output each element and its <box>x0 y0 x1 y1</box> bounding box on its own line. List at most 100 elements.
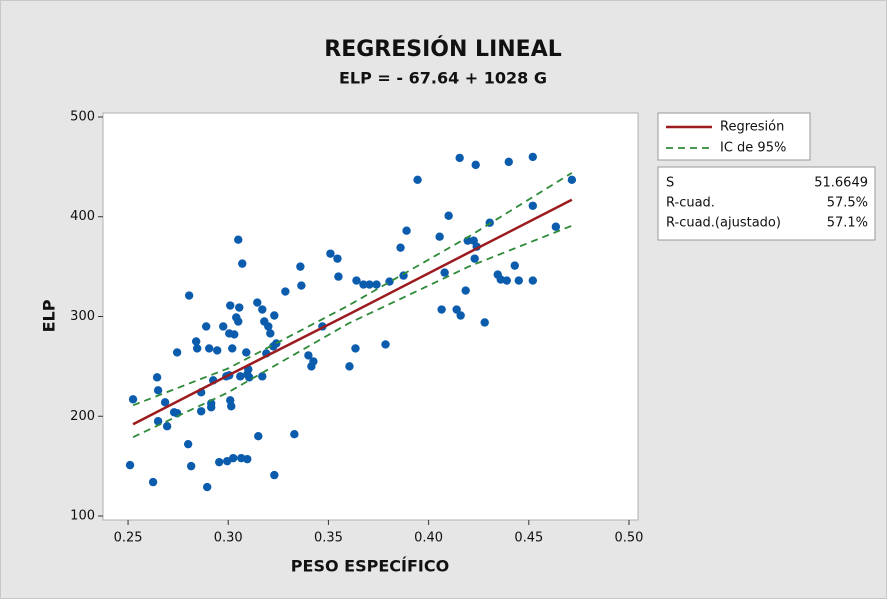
point <box>201 322 211 331</box>
stat-value: 51.6649 <box>814 176 868 191</box>
point <box>264 322 273 331</box>
point <box>183 439 193 449</box>
point <box>230 330 239 339</box>
point <box>245 373 254 382</box>
point <box>452 305 461 314</box>
point <box>402 226 411 235</box>
point <box>352 276 361 285</box>
point <box>153 417 163 426</box>
legend <box>657 112 811 161</box>
point <box>186 461 196 471</box>
point <box>238 259 247 268</box>
point <box>455 153 464 163</box>
stats-table <box>657 166 876 241</box>
point <box>226 301 235 310</box>
point <box>236 372 245 381</box>
point <box>440 268 449 277</box>
x-tick-label: 0.45 <box>514 531 543 546</box>
stat-label: R-cuad.(ajustado) <box>666 216 781 231</box>
point <box>396 243 405 252</box>
point <box>204 344 214 353</box>
chart-title: REGRESIÓN LINEAL <box>324 36 562 62</box>
point <box>213 346 222 355</box>
point <box>551 222 561 231</box>
point <box>345 362 354 371</box>
point <box>456 311 465 320</box>
point <box>270 470 279 480</box>
point <box>125 460 135 470</box>
stat-value: 57.5% <box>827 196 868 211</box>
point <box>470 254 479 263</box>
point <box>304 351 313 360</box>
point <box>228 344 237 353</box>
point <box>359 280 368 289</box>
point <box>254 432 263 441</box>
point <box>510 261 519 270</box>
point <box>326 249 335 258</box>
point <box>242 348 251 357</box>
chart-subtitle: ELP = - 67.64 + 1028 G <box>339 69 547 88</box>
point <box>365 280 374 289</box>
point <box>227 402 236 411</box>
y-tick-label: 200 <box>70 409 95 424</box>
point <box>281 287 290 296</box>
point <box>234 317 243 326</box>
point <box>266 329 275 338</box>
plot-area <box>102 112 639 521</box>
point <box>480 318 489 327</box>
x-axis-label: PESO ESPECÍFICO <box>291 557 449 576</box>
point <box>152 373 162 382</box>
point <box>502 276 511 285</box>
point <box>437 305 446 314</box>
point <box>219 322 228 331</box>
point <box>372 280 381 289</box>
x-tick-label: 0.30 <box>214 531 243 546</box>
point <box>309 357 318 366</box>
point <box>528 276 538 285</box>
point <box>160 398 170 407</box>
point <box>153 386 163 395</box>
point <box>514 276 523 285</box>
point <box>243 454 252 464</box>
y-tick-label: 300 <box>70 309 95 324</box>
point <box>128 395 138 404</box>
x-tick-label: 0.40 <box>414 531 443 546</box>
stat-value: 57.1% <box>827 216 868 231</box>
stat-label: R-cuad. <box>666 196 715 211</box>
point <box>162 422 172 431</box>
stat-label: S <box>666 176 674 191</box>
point <box>290 430 299 439</box>
point <box>148 477 158 487</box>
point <box>296 262 305 271</box>
point <box>528 201 538 210</box>
point <box>333 254 342 263</box>
point <box>229 453 238 463</box>
point <box>258 305 267 314</box>
x-tick-label: 0.50 <box>615 531 644 546</box>
point <box>192 344 202 353</box>
point <box>184 291 194 300</box>
legend-label: Regresión <box>720 120 784 135</box>
point <box>215 457 224 467</box>
point <box>191 337 201 346</box>
line <box>132 198 573 426</box>
point <box>270 311 279 320</box>
point <box>461 286 470 295</box>
point <box>413 175 422 185</box>
point <box>207 403 216 412</box>
point <box>234 235 243 244</box>
point <box>235 303 244 312</box>
y-tick-label: 400 <box>70 209 95 224</box>
point <box>504 157 513 167</box>
y-tick-label: 100 <box>70 509 95 524</box>
x-tick-label: 0.25 <box>114 531 143 546</box>
point <box>253 298 262 307</box>
point <box>435 232 444 241</box>
point <box>381 340 390 349</box>
y-tick-label: 500 <box>70 109 95 124</box>
point <box>202 482 212 492</box>
line <box>132 224 573 439</box>
point <box>567 175 577 185</box>
y-axis-label: ELP <box>40 299 59 332</box>
point <box>196 407 206 416</box>
